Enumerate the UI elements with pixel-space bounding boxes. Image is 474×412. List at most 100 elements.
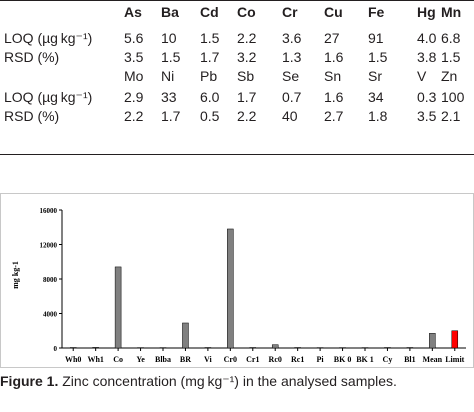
table-cell: 6.8 (441, 30, 461, 46)
x-tick-label: Cy (383, 355, 393, 364)
x-tick-label: Rc0 (269, 355, 282, 364)
y-tick-label: 4000 (43, 311, 58, 319)
caption-figure-label: Figure 1. (0, 373, 59, 389)
element-table: As Ba Cd Co Cr Cu Fe Hg Mn LOQ (µg kg⁻¹) 5.6 10 1.5 2… (0, 0, 474, 155)
bar (227, 228, 234, 349)
table-top-rule (0, 0, 474, 1)
table-header-cell: Cd (200, 4, 219, 20)
bar (294, 347, 301, 349)
chart-frame (0, 193, 474, 368)
table-cell: 1.6 (324, 49, 344, 65)
table-cell: 2.2 (237, 108, 257, 124)
table-cell: 1.7 (237, 89, 257, 105)
table-cell: 2.9 (124, 89, 144, 105)
x-tick-label: BK 1 (356, 355, 374, 364)
table-cell: 4.0 (417, 30, 437, 46)
bar (182, 322, 189, 349)
x-tick-label: Bl1 (404, 355, 416, 364)
table-cell: 1.5 (161, 49, 181, 65)
x-tick-label: Wh1 (87, 355, 103, 364)
bar (249, 347, 257, 349)
bar (384, 347, 391, 349)
table-cell: 1.5 (441, 49, 461, 65)
bar (69, 347, 77, 349)
bar (92, 347, 99, 349)
bar (114, 266, 122, 349)
bar (271, 344, 279, 349)
table-header-cell: Cu (324, 4, 343, 20)
table-cell: 1.6 (324, 89, 344, 105)
x-tick-label: BR (180, 355, 191, 364)
table-cell: 0.7 (282, 89, 302, 105)
table-cell: 34 (368, 89, 384, 105)
table-header-cell: Mn (441, 4, 462, 20)
table-row-label: LOQ (µg kg⁻¹) (4, 89, 93, 105)
x-tick-label: Vi (204, 355, 212, 364)
bar (451, 330, 459, 349)
x-tick-label: Cr0 (224, 355, 237, 364)
table-cell: 2.1 (441, 108, 461, 124)
x-tick-label: Co (113, 355, 123, 364)
table-header-cell: Pb (200, 68, 218, 84)
table-header-cell: As (124, 4, 142, 20)
table-header-cell: Sr (368, 68, 382, 84)
table-cell: 1.5 (368, 49, 388, 65)
y-tick-label: 16000 (40, 207, 58, 215)
y-tick-label: 8000 (43, 276, 58, 284)
x-tick-label: Blba (155, 355, 171, 364)
x-tick-label: Ye (136, 355, 145, 364)
table-cell: 100 (441, 89, 465, 105)
table-cell: 33 (161, 89, 177, 105)
table-header-cell: Fe (368, 4, 385, 20)
table-cell: 2.2 (124, 108, 144, 124)
x-tick-label: Wh0 (65, 355, 81, 364)
x-tick-label: BK 0 (334, 355, 352, 364)
table-cell: 1.8 (368, 108, 388, 124)
table-header-cell: Hg (417, 4, 436, 20)
caption-text: Zinc concentration (mg kg⁻¹) in the anal… (58, 373, 397, 389)
table-row-label: LOQ (µg kg⁻¹) (4, 30, 93, 46)
table-cell: 10 (161, 30, 177, 46)
table-cell: 91 (368, 30, 384, 46)
table-cell: 3.6 (282, 30, 302, 46)
table-cell: 0.3 (417, 89, 437, 105)
table-cell: 40 (282, 108, 298, 124)
chart-svg: mg kg-1 0 4000 8000 12000 16000 Wh0 Wh1 Co Ye Blb… (0, 193, 474, 368)
table-row-label: RSD (%) (4, 49, 60, 65)
table-header-cell: Cr (282, 4, 298, 20)
table-header-cell: Sn (324, 68, 342, 84)
table-cell: 1.5 (200, 30, 220, 46)
table-cell: 6.0 (200, 89, 220, 105)
bar (429, 333, 436, 349)
table-cell: 2.2 (237, 30, 257, 46)
table-cell: 0.5 (200, 108, 220, 124)
table-header-cell: Sb (237, 68, 255, 84)
table-header-cell: Zn (441, 68, 458, 84)
table-header-cell: V (417, 68, 427, 84)
figure-caption: Figure 1. Zinc concentration (mg kg⁻¹) i… (0, 372, 474, 390)
x-tick-label: Cr1 (246, 355, 259, 364)
table-header-cell: Ba (161, 4, 179, 20)
bar (406, 347, 414, 349)
zinc-chart: mg kg-1 0 4000 8000 12000 16000 Wh0 Wh1 Co Ye Blb… (0, 193, 474, 368)
x-tick-label: Mean (423, 355, 443, 364)
x-tick-label: Limit (445, 355, 464, 364)
table-cell: 27 (324, 30, 340, 46)
table-cell: 3.5 (124, 49, 144, 65)
x-tick-label: Rc1 (291, 355, 304, 364)
table-cell: 2.7 (324, 108, 344, 124)
table-header-cell: Ni (161, 68, 175, 84)
table-cell: 1.7 (200, 49, 220, 65)
table-cell: 1.3 (282, 49, 302, 65)
x-tick-label: Pi (317, 355, 325, 364)
table-cell: 3.5 (417, 108, 437, 124)
table-cell: 5.6 (124, 30, 144, 46)
table-cell: 3.2 (237, 49, 257, 65)
y-tick-label: 12000 (40, 242, 58, 250)
table-cell: 3.8 (417, 49, 437, 65)
table-row-label: RSD (%) (4, 108, 60, 124)
bar (204, 347, 212, 349)
y-axis-label: mg kg-1 (11, 261, 20, 289)
table-bottom-rule (0, 154, 474, 155)
y-tick-label: 0 (54, 345, 58, 353)
